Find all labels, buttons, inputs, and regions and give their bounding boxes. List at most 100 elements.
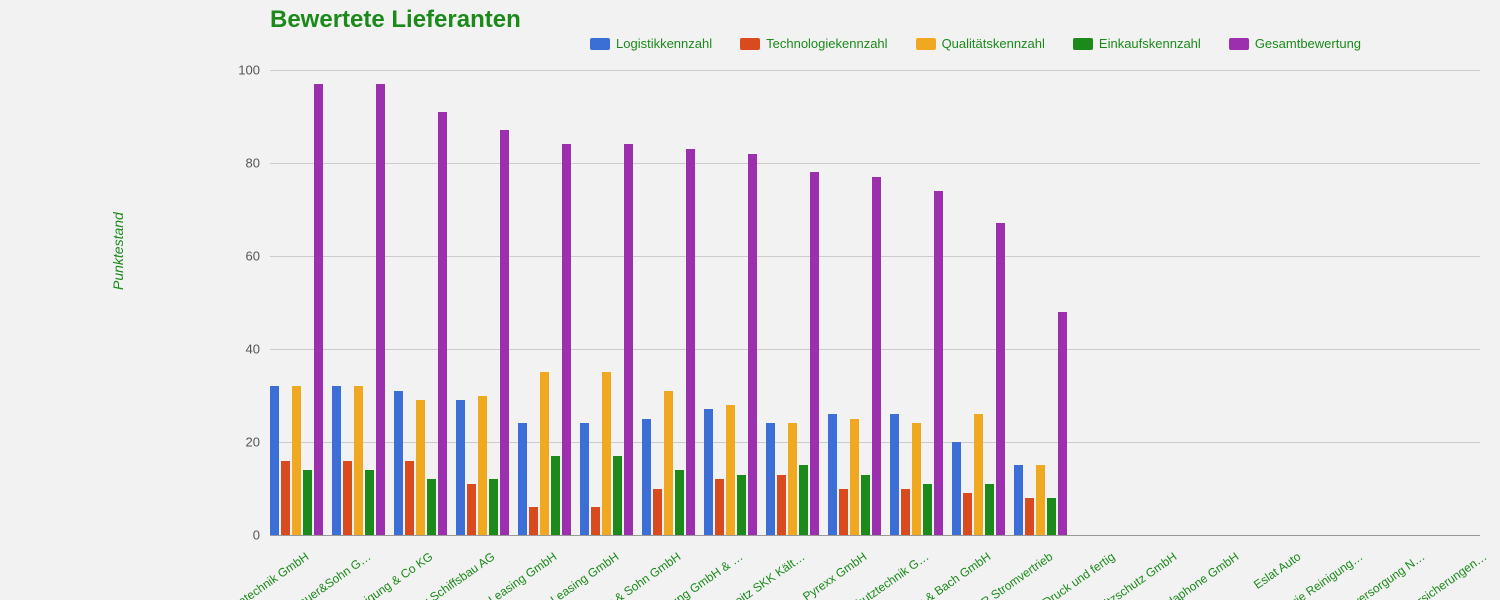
bar[interactable] — [489, 479, 498, 535]
bar[interactable] — [1014, 465, 1023, 535]
bar[interactable] — [996, 223, 1005, 535]
bar-group — [518, 144, 571, 535]
bar[interactable] — [788, 423, 797, 535]
bar[interactable] — [427, 479, 436, 535]
legend-label: Logistikkennzahl — [616, 36, 712, 51]
bar[interactable] — [664, 391, 673, 535]
bar[interactable] — [562, 144, 571, 535]
legend-swatch — [1073, 38, 1093, 50]
bar[interactable] — [963, 493, 972, 535]
legend-swatch — [590, 38, 610, 50]
bar[interactable] — [591, 507, 600, 535]
bar[interactable] — [314, 84, 323, 535]
plot-area: 020406080100Metatechnik GmbHBauer&Sohn G… — [270, 70, 1480, 536]
bar-group — [642, 149, 695, 535]
bar[interactable] — [861, 475, 870, 535]
bar[interactable] — [952, 442, 961, 535]
bar[interactable] — [292, 386, 301, 535]
bar[interactable] — [456, 400, 465, 535]
bar[interactable] — [704, 409, 713, 535]
bar[interactable] — [850, 419, 859, 535]
bar[interactable] — [1047, 498, 1056, 535]
legend-item[interactable]: Logistikkennzahl — [590, 36, 712, 51]
bar[interactable] — [394, 391, 403, 535]
bar-group — [580, 144, 633, 535]
bar[interactable] — [580, 423, 589, 535]
bar[interactable] — [540, 372, 549, 535]
bar[interactable] — [270, 386, 279, 535]
supplier-rating-chart: Bewertete Lieferanten Logistikkennzahl Te… — [0, 0, 1500, 600]
bar[interactable] — [985, 484, 994, 535]
bar-group — [704, 154, 757, 535]
bar-group — [890, 191, 943, 535]
bar[interactable] — [799, 465, 808, 535]
legend-swatch — [1229, 38, 1249, 50]
bar[interactable] — [675, 470, 684, 535]
bar[interactable] — [715, 479, 724, 535]
legend-item[interactable]: Technologiekennzahl — [740, 36, 887, 51]
bar[interactable] — [602, 372, 611, 535]
bar[interactable] — [281, 461, 290, 535]
legend-label: Technologiekennzahl — [766, 36, 887, 51]
bar-group — [270, 84, 323, 535]
bar[interactable] — [748, 154, 757, 535]
legend-item[interactable]: Gesamtbewertung — [1229, 36, 1361, 51]
x-tick-label: Metatechnik GmbH — [172, 548, 313, 600]
y-tick-label: 20 — [246, 435, 260, 450]
bar[interactable] — [438, 112, 447, 535]
bar[interactable] — [467, 484, 476, 535]
bar-group — [766, 172, 819, 535]
bar[interactable] — [872, 177, 881, 535]
legend-swatch — [916, 38, 936, 50]
bar[interactable] — [529, 507, 538, 535]
bar[interactable] — [923, 484, 932, 535]
legend-item[interactable]: Einkaufskennzahl — [1073, 36, 1201, 51]
bar[interactable] — [737, 475, 746, 535]
bar[interactable] — [890, 414, 899, 535]
bar[interactable] — [974, 414, 983, 535]
bar[interactable] — [912, 423, 921, 535]
bar[interactable] — [1036, 465, 1045, 535]
bar-group — [828, 177, 881, 535]
bar[interactable] — [686, 149, 695, 535]
bar[interactable] — [901, 489, 910, 536]
bar[interactable] — [354, 386, 363, 535]
bar-group — [394, 112, 447, 535]
bar[interactable] — [416, 400, 425, 535]
bar[interactable] — [332, 386, 341, 535]
bar[interactable] — [624, 144, 633, 535]
bar[interactable] — [934, 191, 943, 535]
bar[interactable] — [343, 461, 352, 535]
bar-group — [952, 223, 1005, 535]
bar[interactable] — [810, 172, 819, 535]
bar[interactable] — [653, 489, 662, 536]
bar[interactable] — [613, 456, 622, 535]
bar[interactable] — [1025, 498, 1034, 535]
gridline — [270, 163, 1480, 164]
bar[interactable] — [766, 423, 775, 535]
bar[interactable] — [365, 470, 374, 535]
bar[interactable] — [1058, 312, 1067, 535]
bar-group — [456, 130, 509, 535]
bar[interactable] — [551, 456, 560, 535]
chart-legend: Logistikkennzahl Technologiekennzahl Quali… — [590, 36, 1361, 51]
bar[interactable] — [500, 130, 509, 535]
gridline — [270, 70, 1480, 71]
bar[interactable] — [839, 489, 848, 536]
bar[interactable] — [376, 84, 385, 535]
bar[interactable] — [518, 423, 527, 535]
bar[interactable] — [642, 419, 651, 535]
y-axis-label: Punktestand — [110, 212, 126, 290]
legend-swatch — [740, 38, 760, 50]
bar[interactable] — [478, 396, 487, 536]
bar[interactable] — [405, 461, 414, 535]
bar[interactable] — [726, 405, 735, 535]
legend-item[interactable]: Qualitätskennzahl — [916, 36, 1045, 51]
bar[interactable] — [303, 470, 312, 535]
y-tick-label: 0 — [253, 528, 260, 543]
legend-label: Einkaufskennzahl — [1099, 36, 1201, 51]
bar[interactable] — [777, 475, 786, 535]
bar-group — [332, 84, 385, 535]
chart-title: Bewertete Lieferanten — [270, 6, 521, 34]
bar[interactable] — [828, 414, 837, 535]
